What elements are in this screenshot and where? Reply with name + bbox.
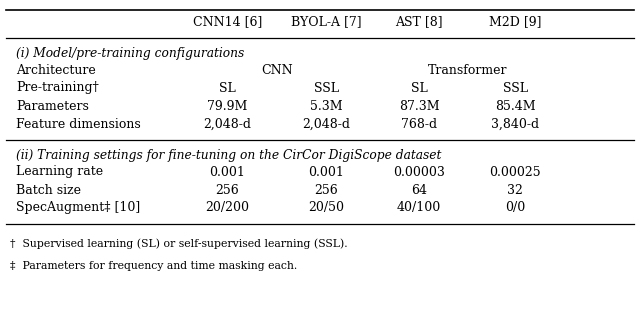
Text: 64: 64 xyxy=(412,183,428,197)
Text: Transformer: Transformer xyxy=(428,64,507,76)
Text: Learning rate: Learning rate xyxy=(16,166,103,178)
Text: 0.00003: 0.00003 xyxy=(393,166,445,178)
Text: Feature dimensions: Feature dimensions xyxy=(16,117,141,131)
Text: Pre-training†: Pre-training† xyxy=(16,81,99,95)
Text: SL: SL xyxy=(219,81,236,95)
Text: CNN: CNN xyxy=(261,64,292,76)
Text: Parameters: Parameters xyxy=(16,100,89,112)
Text: 3,840-d: 3,840-d xyxy=(491,117,540,131)
Text: 85.4M: 85.4M xyxy=(495,100,536,112)
Text: 79.9M: 79.9M xyxy=(207,100,248,112)
Text: 256: 256 xyxy=(314,183,339,197)
Text: SSL: SSL xyxy=(314,81,339,95)
Text: BYOL-A [7]: BYOL-A [7] xyxy=(291,16,362,28)
Text: 5.3M: 5.3M xyxy=(310,100,342,112)
Text: SSL: SSL xyxy=(502,81,528,95)
Text: ‡  Parameters for frequency and time masking each.: ‡ Parameters for frequency and time mask… xyxy=(10,261,297,271)
Text: 40/100: 40/100 xyxy=(397,202,442,214)
Text: SpecAugment‡ [10]: SpecAugment‡ [10] xyxy=(16,202,140,214)
Text: 0/0: 0/0 xyxy=(505,202,525,214)
Text: 0.001: 0.001 xyxy=(308,166,344,178)
Text: M2D [9]: M2D [9] xyxy=(489,16,541,28)
Text: 768-d: 768-d xyxy=(401,117,437,131)
Text: Batch size: Batch size xyxy=(16,183,81,197)
Text: 256: 256 xyxy=(215,183,239,197)
Text: 0.001: 0.001 xyxy=(209,166,245,178)
Text: 2,048-d: 2,048-d xyxy=(204,117,251,131)
Text: SL: SL xyxy=(411,81,428,95)
Text: (ii) Training settings for fine-tuning on the CirCor DigiScope dataset: (ii) Training settings for fine-tuning o… xyxy=(16,150,442,162)
Text: †  Supervised learning (SL) or self-supervised learning (SSL).: † Supervised learning (SL) or self-super… xyxy=(10,239,348,249)
Text: 32: 32 xyxy=(508,183,523,197)
Text: 87.3M: 87.3M xyxy=(399,100,440,112)
Text: 2,048-d: 2,048-d xyxy=(302,117,351,131)
Text: 20/200: 20/200 xyxy=(205,202,249,214)
Text: CNN14 [6]: CNN14 [6] xyxy=(193,16,262,28)
Text: Architecture: Architecture xyxy=(16,64,96,76)
Text: 20/50: 20/50 xyxy=(308,202,344,214)
Text: (i) Model/pre-training configurations: (i) Model/pre-training configurations xyxy=(16,48,244,60)
Text: AST [8]: AST [8] xyxy=(396,16,443,28)
Text: 0.00025: 0.00025 xyxy=(490,166,541,178)
